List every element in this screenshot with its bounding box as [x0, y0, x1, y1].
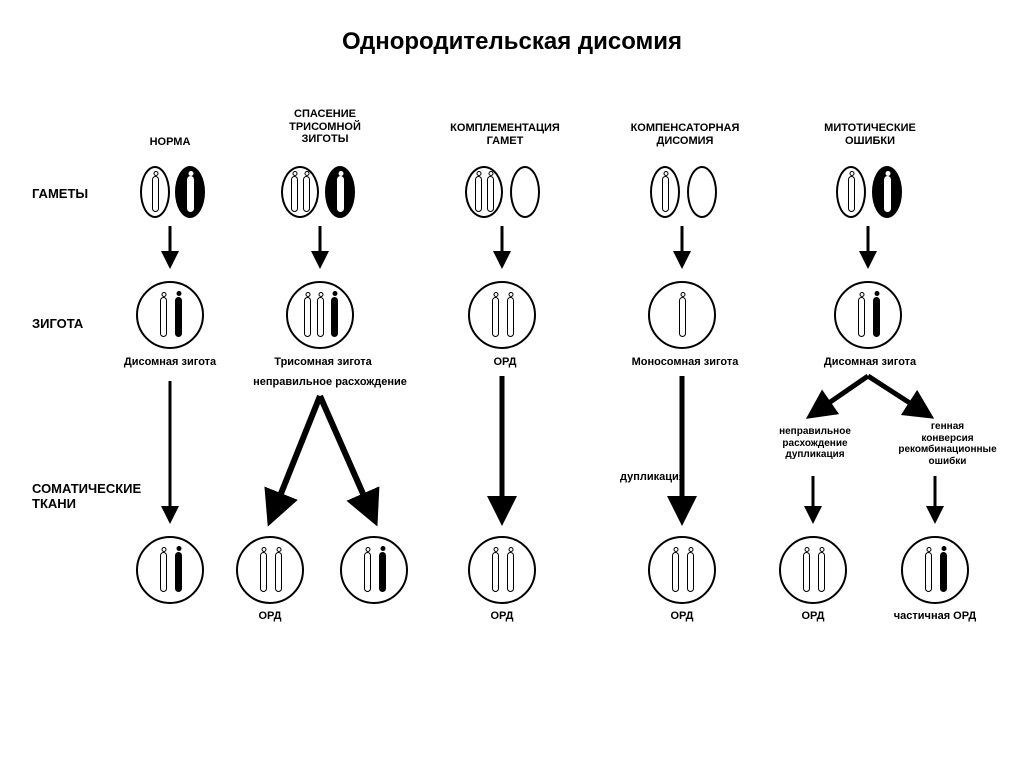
zygote-c4 [834, 281, 902, 349]
flabel-4b: частичная ОРД [880, 610, 990, 623]
gamete-c4-a [836, 166, 866, 218]
gamete-c0-b [175, 166, 205, 218]
somatic-c2 [468, 536, 536, 604]
zygote-c3 [648, 281, 716, 349]
arrow-z2s-1-fork [250, 396, 400, 536]
somatic-c1a [236, 536, 304, 604]
row-label-somatic: СОМАТИЧЕСКИЕ ТКАНИ [32, 481, 141, 511]
zygote-c0 [136, 281, 204, 349]
arrow-g2z-1 [310, 226, 330, 276]
flabel-2: ОРД [482, 610, 522, 623]
arrow-g2z-4 [858, 226, 878, 276]
row-label-zygote: ЗИГОТА [32, 316, 83, 331]
zygote-c2 [468, 281, 536, 349]
gamete-c2-b [510, 166, 540, 218]
arrow-z2s-2 [492, 376, 512, 536]
col-header-2: КОМПЛЕМЕНТАЦИЯ ГАМЕТ [430, 122, 580, 147]
somatic-c4a [779, 536, 847, 604]
row-label-gametes: ГАМЕТЫ [32, 186, 88, 201]
somatic-c0 [136, 536, 204, 604]
gamete-c3-b [687, 166, 717, 218]
zygote-c1 [286, 281, 354, 349]
gamete-c1-a [281, 166, 319, 218]
arrow-g2z-2 [492, 226, 512, 276]
midlabel-3: дупликация [620, 471, 670, 484]
gamete-c3-a [650, 166, 680, 218]
midlabel-4a: неправильное расхождение дупликация [760, 426, 870, 461]
zlabel-2: ОРД [480, 356, 530, 369]
col-header-4: МИТОТИЧЕСКИЕ ОШИБКИ [810, 122, 930, 147]
col-header-0: НОРМА [135, 136, 205, 149]
midlabel-1: неправильное расхождение [225, 376, 435, 389]
arrow-4b-down [925, 476, 945, 531]
midlabel-4b: генная конверсия рекомбинационные ошибки [880, 421, 1015, 467]
zlabel-3: Моносомная зигота [615, 356, 755, 369]
col-header-3: КОМПЕНСАТОРНАЯ ДИСОМИЯ [615, 122, 755, 147]
gamete-c1-b [325, 166, 355, 218]
somatic-c3 [648, 536, 716, 604]
arrow-g2z-0 [160, 226, 180, 276]
somatic-c4b [901, 536, 969, 604]
flabel-4a: ОРД [793, 610, 833, 623]
arrow-4a-down [803, 476, 823, 531]
gamete-c0-a [140, 166, 170, 218]
flabel-1a: ОРД [250, 610, 290, 623]
zlabel-1: Трисомная зигота [258, 356, 388, 369]
diagram-area: ГАМЕТЫ ЗИГОТА СОМАТИЧЕСКИЕ ТКАНИ НОРМА С… [0, 76, 1024, 756]
arrow-z2s-0 [160, 381, 180, 531]
gamete-c2-a [465, 166, 503, 218]
page-title: Однородительская дисомия [0, 0, 1024, 76]
somatic-c1b [340, 536, 408, 604]
gamete-c4-b [872, 166, 902, 218]
arrow-g2z-3 [672, 226, 692, 276]
col-header-1: СПАСЕНИЕ ТРИСОМНОЙ ЗИГОТЫ [270, 108, 380, 146]
zlabel-0: Дисомная зигота [110, 356, 230, 369]
flabel-3: ОРД [662, 610, 702, 623]
arrow-z2s-3 [672, 376, 692, 536]
zlabel-4: Дисомная зигота [805, 356, 935, 369]
